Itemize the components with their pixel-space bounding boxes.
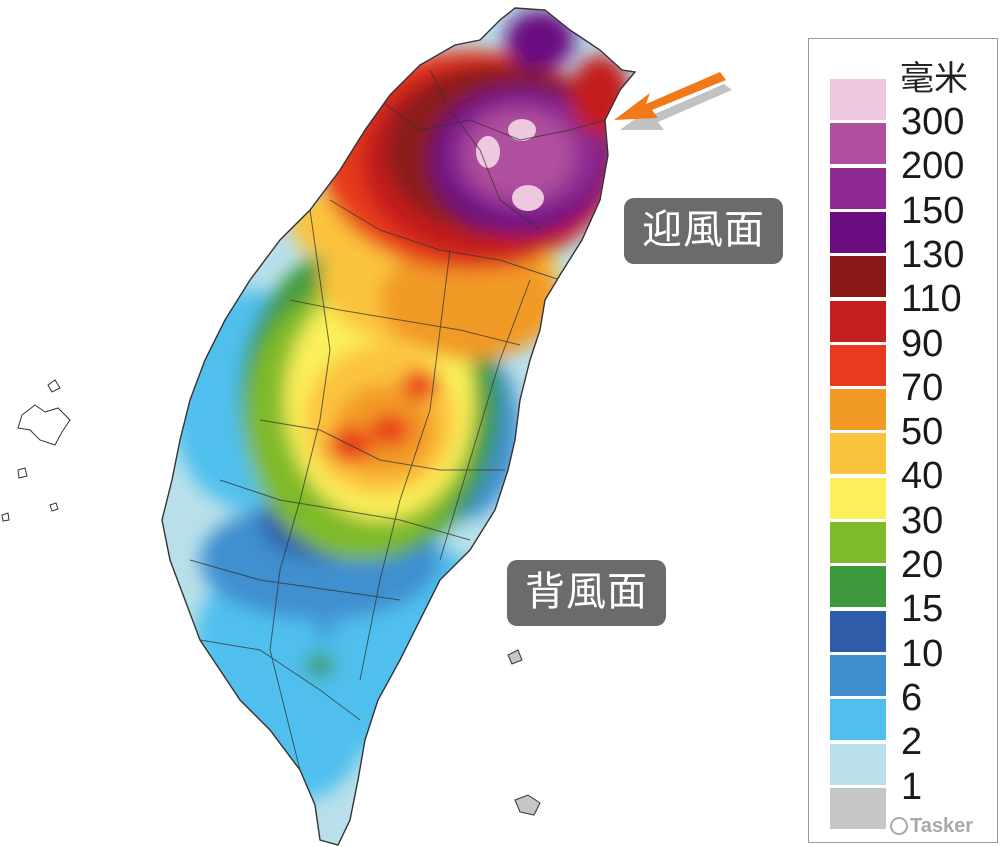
legend-swatch xyxy=(830,300,886,342)
legend-swatch xyxy=(830,610,886,652)
legend-swatch xyxy=(830,433,886,475)
legend-tick-label: 30 xyxy=(901,499,944,542)
legend-tick-label: 110 xyxy=(901,278,962,321)
rainfall-legend: 毫米 300 200 150 130 110 90 70 50 40 30 20 15 10 6 2 1 xyxy=(808,38,998,843)
legend-tick-label: 15 xyxy=(901,588,944,631)
legend-tick-label: 1 xyxy=(901,765,923,808)
legend-swatch xyxy=(830,566,886,608)
tasker-logo-icon xyxy=(890,817,908,835)
taiwan-coastline xyxy=(161,7,637,846)
legend-tick-label: 130 xyxy=(901,233,965,276)
legend-tick-label: 150 xyxy=(901,189,965,232)
watermark: Tasker xyxy=(890,815,973,838)
legend-swatch xyxy=(830,522,886,563)
leeward-label: 背風面 xyxy=(507,560,666,626)
legend-swatch xyxy=(830,344,886,386)
legend-swatch xyxy=(830,743,886,785)
legend-tick-label: 50 xyxy=(901,411,944,454)
legend-swatch xyxy=(830,699,886,741)
legend-swatch xyxy=(830,167,886,209)
legend-swatch xyxy=(830,787,886,829)
legend-swatch xyxy=(830,123,886,165)
legend-swatch xyxy=(830,389,886,431)
legend-unit-label: 毫米 xyxy=(900,59,968,99)
legend-swatch xyxy=(830,654,886,696)
legend-swatch xyxy=(830,211,886,253)
legend-tick-label: 200 xyxy=(901,145,965,188)
legend-tick-label: 70 xyxy=(901,366,944,409)
orchid-island xyxy=(514,794,541,816)
legend-tick-label: 20 xyxy=(901,544,944,586)
legend-tick-label: 40 xyxy=(901,455,944,498)
penghu-islands xyxy=(1,379,71,522)
green-island xyxy=(507,649,523,665)
legend-swatch xyxy=(830,477,886,519)
rainfall-map xyxy=(1,7,732,846)
legend-tick-label: 10 xyxy=(901,632,944,675)
watermark-text: Tasker xyxy=(910,815,974,837)
windward-label: 迎風面 xyxy=(624,198,783,264)
legend-tick-label: 6 xyxy=(901,676,923,719)
legend-swatch xyxy=(830,256,886,298)
rainfall-field xyxy=(162,8,635,845)
legend-tick-label: 300 xyxy=(901,101,965,143)
wind-arrow-icon xyxy=(614,72,732,130)
legend-tick-label: 2 xyxy=(901,721,923,764)
legend-tick-label: 90 xyxy=(901,322,944,365)
legend-swatch xyxy=(830,79,886,120)
